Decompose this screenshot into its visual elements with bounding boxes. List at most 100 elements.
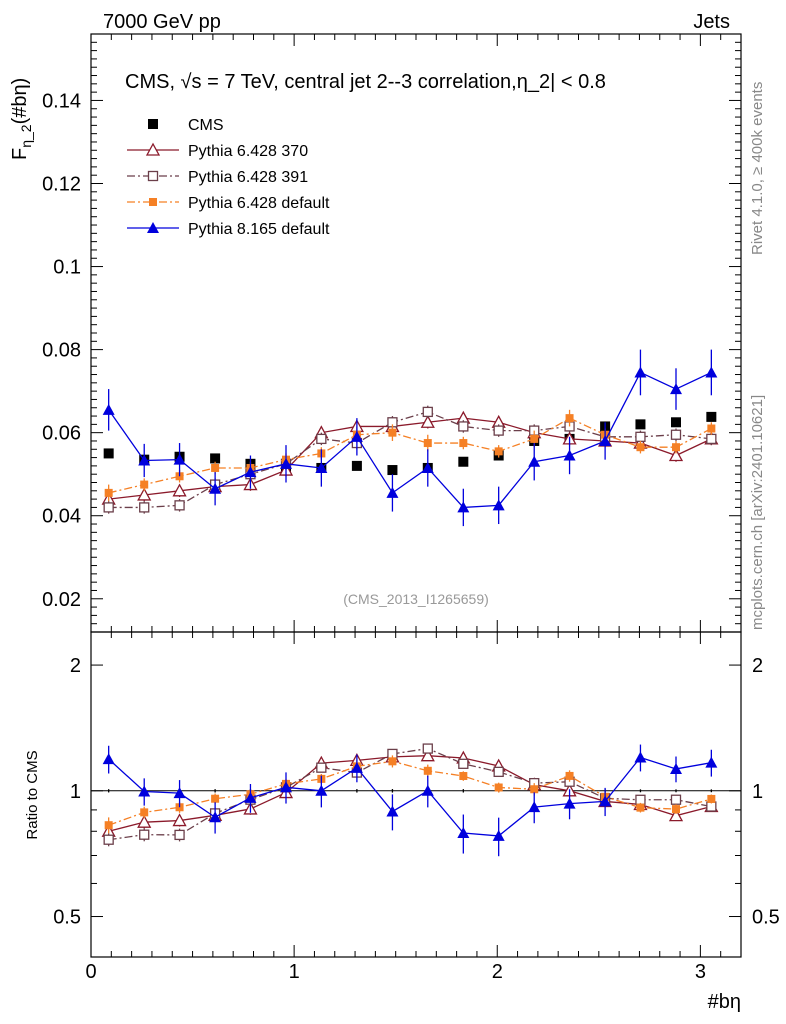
ratio-point <box>459 772 468 781</box>
legend-entry-pythia-6-428-391: Pythia 6.428 391 <box>127 169 308 186</box>
ratio-point <box>172 813 187 827</box>
analysis-watermark: (CMS_2013_I1265659) <box>343 591 489 607</box>
data-point <box>139 502 150 513</box>
y-tick-label-ratio: 0.5 <box>53 907 81 929</box>
series-pythia-8-165-default <box>102 349 718 527</box>
series-line <box>108 371 712 509</box>
ratio-point <box>104 821 113 830</box>
data-point <box>565 414 574 423</box>
ratio-point <box>565 771 574 780</box>
data-point <box>280 457 292 469</box>
ratio-point <box>707 794 716 803</box>
data-point <box>530 434 539 443</box>
x-axis-label: #bη <box>708 991 741 1013</box>
data-point <box>459 439 468 448</box>
y-tick-label-main: 0.02 <box>42 589 81 611</box>
ratio-series-pythia-6-428-370 <box>101 748 719 840</box>
ratio-point <box>350 761 363 773</box>
ratio-point <box>668 808 684 822</box>
data-point <box>244 466 257 478</box>
data-point <box>458 421 469 432</box>
data-point <box>174 500 185 511</box>
data-point <box>563 449 576 461</box>
legend-marker <box>145 142 161 156</box>
ratio-point <box>174 829 185 841</box>
data-point <box>386 486 399 498</box>
ratio-point <box>599 795 612 807</box>
data-point <box>388 428 397 437</box>
ratio-point <box>457 826 470 838</box>
data-point <box>705 366 718 378</box>
data-point <box>492 499 505 511</box>
legend-entry-cms: CMS <box>148 117 224 134</box>
series-pythia-6-428-391 <box>103 405 717 514</box>
y-axis-label-main: Fη_2(#bη) <box>9 78 34 160</box>
data-point <box>599 434 612 446</box>
series-pythia-6-428-default <box>104 409 716 502</box>
data-point <box>104 488 113 497</box>
y-tick-label-main: 0.1 <box>53 257 81 279</box>
data-point <box>634 366 647 378</box>
ratio-series-line <box>108 760 712 826</box>
ratio-point <box>173 787 186 799</box>
data-point <box>103 448 114 459</box>
y-tick-label-ratio-right: 2 <box>752 655 763 677</box>
ratio-point <box>244 791 257 803</box>
data-point <box>421 461 434 473</box>
data-point <box>138 454 151 466</box>
ratio-point <box>316 762 327 773</box>
data-point <box>140 480 149 489</box>
legend-label: Pythia 8.165 default <box>188 221 330 238</box>
data-point <box>457 501 470 513</box>
y-tick-label-ratio-right: 1 <box>752 781 763 803</box>
data-point <box>672 443 680 452</box>
ratio-point <box>458 758 469 769</box>
legend-entry-pythia-6-428-370: Pythia 6.428 370 <box>127 142 308 160</box>
data-point <box>670 429 682 440</box>
data-point <box>706 411 717 422</box>
ratio-series <box>101 743 719 857</box>
ratio-plot-frame <box>90 631 742 958</box>
ratio-point <box>563 797 576 809</box>
ratio-point <box>634 751 647 763</box>
ratio-point <box>280 781 292 793</box>
ratio-point <box>139 829 150 840</box>
x-tick-label: 0 <box>85 961 96 983</box>
data-point <box>211 463 220 472</box>
data-point <box>668 448 684 462</box>
ratio-point <box>421 784 434 796</box>
data-point <box>670 383 682 395</box>
ratio-series-pythia-6-428-391 <box>103 743 717 847</box>
ratio-point <box>492 829 505 841</box>
series-line <box>108 417 712 494</box>
y-tick-label-ratio-right: 0.5 <box>752 907 780 929</box>
y-tick-label-main: 0.12 <box>42 174 81 196</box>
rivet-side-label: Rivet 4.1.0, ≥ 400k events <box>749 82 766 255</box>
ratio-point <box>211 794 220 803</box>
data-point <box>137 487 152 501</box>
energy-label: 7000 GeV pp <box>103 11 221 33</box>
chart-title: CMS, √s = 7 TeV, central jet 2--3 correl… <box>125 71 606 93</box>
axis-ticks: 0 1 2 3 0.02 0.04 0.06 0.08 0.1 0.12 0.14 0.5 0.5 1 1 2… <box>42 33 780 983</box>
y-tick-label-main: 0.08 <box>42 340 81 362</box>
data-point <box>422 406 433 418</box>
ratio-point <box>493 766 504 778</box>
ratio-series-line <box>108 747 712 841</box>
data-point <box>172 483 187 497</box>
ratio-point <box>137 814 152 828</box>
mcplots-side-label: mcplots.cern.ch [arXiv:2401.10621] <box>749 395 766 630</box>
ratio-point <box>672 805 680 814</box>
data-point <box>706 433 717 445</box>
data-point <box>210 453 221 464</box>
y-axis-label-ratio: Ratio to CMS <box>24 750 41 839</box>
y-tick-label-ratio: 2 <box>70 655 81 677</box>
legend: CMS Pythia 6.428 370 Pythia 6.428 391 Pythi… <box>127 117 330 238</box>
series-cms <box>103 411 717 476</box>
data-point <box>635 419 646 430</box>
data-point <box>458 456 469 467</box>
ratio-series-pythia-6-428-default <box>104 755 716 834</box>
legend-entry-pythia-6-428-default: Pythia 6.428 default <box>127 195 330 212</box>
data-point <box>636 443 645 452</box>
ratio-point <box>102 753 115 765</box>
